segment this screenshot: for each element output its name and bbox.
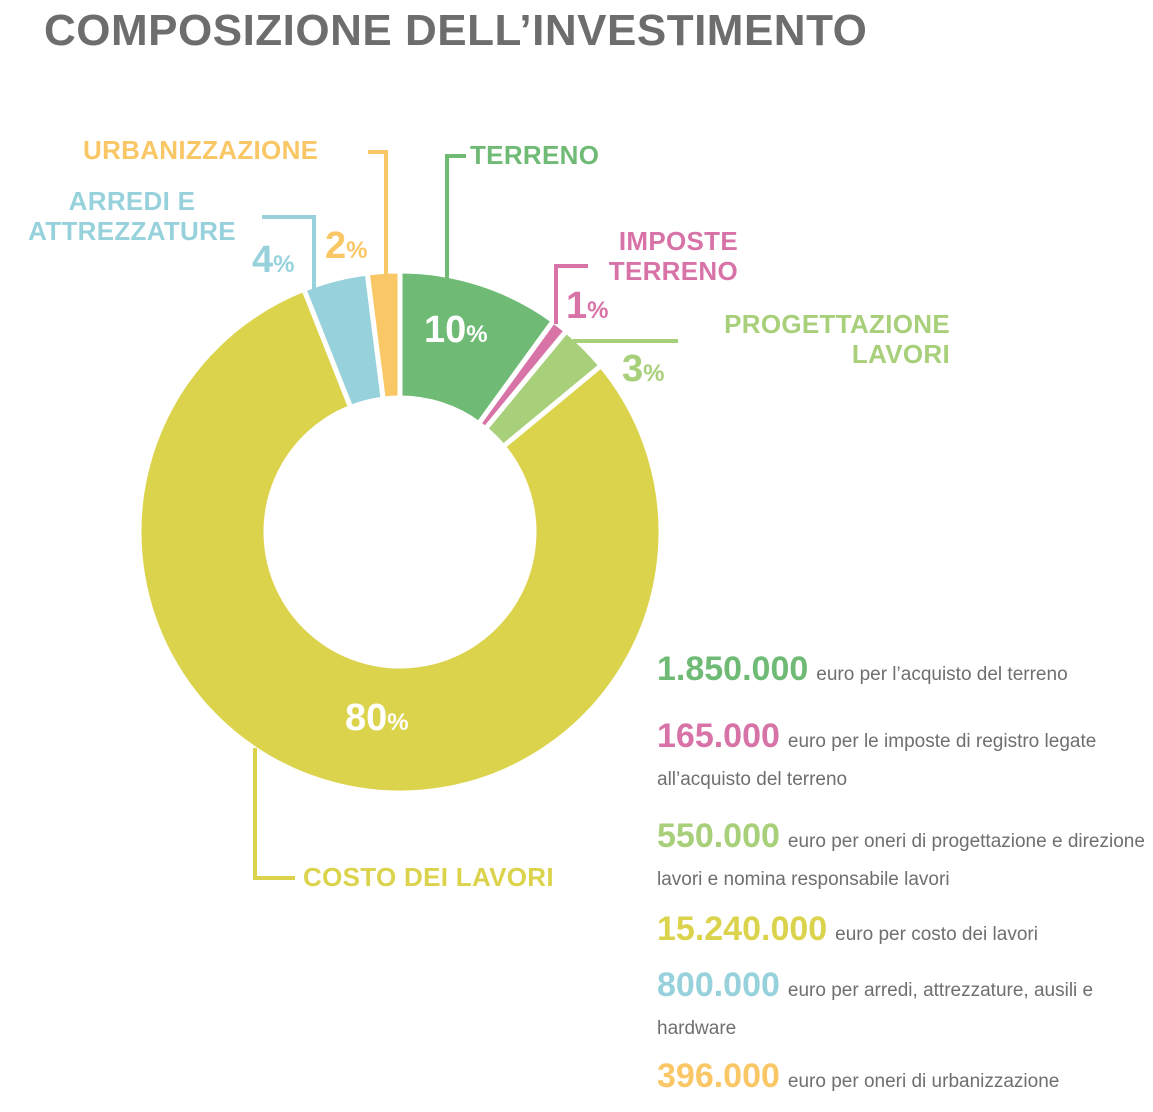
legend-text-urbanizzazione: euro per oneri di urbanizzazione [787,1071,1060,1092]
legend-amount-lavori: 15.240.000 [657,910,828,948]
leader-line-lavori [253,748,295,880]
legend-text-lavori: euro per costo dei lavori [835,924,1038,945]
pct-lavori-value: 80 [345,697,388,739]
pct-progettazione: 3% [622,349,664,394]
pct-progettazione-sign: % [643,360,665,387]
pct-arredi-sign: % [273,251,295,278]
label-arredi-line1: ARREDI E [68,186,196,216]
pct-terreno-value: 10 [424,309,467,351]
chart-title: COMPOSIZIONE DELL’INVESTIMENTO [44,6,868,55]
legend-amount-urbanizzazione: 396.000 [657,1057,780,1095]
pct-arredi: 4% [252,240,294,285]
pct-terreno: 10% [424,310,488,355]
label-imposte: IMPOSTE TERRENO [593,226,738,286]
label-imposte-line2: TERRENO [608,256,738,286]
pct-arredi-value: 4 [252,239,274,281]
pct-progettazione-value: 3 [622,348,644,390]
label-lavori: COSTO DEI LAVORI [303,862,554,892]
legend-amount-terreno: 1.850.000 [657,650,809,688]
legend-item-urbanizzazione: 396.000 euro per oneri di urbanizzazione [657,1057,1147,1101]
legend-item-arredi: 800.000 euro per arredi, attrezzature, au… [657,966,1147,1048]
pct-urbanizzazione: 2% [325,226,367,271]
label-imposte-line1: IMPOSTE [618,226,738,256]
pct-urbanizzazione-value: 2 [325,225,347,267]
legend-text-progettazione: euro per oneri di progettazione e direzi… [657,831,1145,890]
legend-amount-imposte: 165.000 [657,717,780,755]
pct-imposte-sign: % [587,297,609,324]
pct-lavori-sign: % [387,709,409,736]
legend-text-terreno: euro per l’acquisto del terreno [816,664,1068,685]
label-progettazione: PROGETTAZIONE LAVORI [685,309,950,369]
label-arredi-line2: ATTREZZATURE [28,216,236,246]
legend-item-lavori: 15.240.000 euro per costo dei lavori [657,910,1147,954]
label-arredi: ARREDI E ATTREZZATURE [8,186,256,246]
pct-imposte-value: 1 [566,285,588,327]
label-terreno: TERRENO [470,140,600,170]
pct-terreno-sign: % [466,321,488,348]
leader-line-imposte [554,264,588,324]
legend-amount-arredi: 800.000 [657,966,780,1004]
label-progettazione-line1: PROGETTAZIONE [724,309,950,339]
leader-line-terreno [445,154,466,279]
legend-amount-progettazione: 550.000 [657,817,780,855]
legend-text-imposte: euro per le imposte di registro legate a… [657,731,1097,790]
label-urbanizzazione: URBANIZZAZIONE [83,135,319,165]
pct-urbanizzazione-sign: % [346,237,368,264]
legend-text-arredi: euro per arredi, attrezzature, ausili e … [657,980,1094,1039]
legend-item-progettazione: 550.000 euro per oneri di progettazione e… [657,817,1147,899]
slice-urbanizzazione [364,268,403,402]
pct-lavori: 80% [345,698,409,743]
leader-line-arredi [262,215,316,292]
legend-item-imposte: 165.000 euro per le imposte di registro l… [657,717,1147,799]
legend-item-terreno: 1.850.000 euro per l’acquisto del terreno [657,650,1147,694]
pct-imposte: 1% [566,286,608,331]
slice-lavori [136,286,664,796]
leader-line-urbanizzazione [368,150,388,276]
label-progettazione-line2: LAVORI [851,339,950,369]
